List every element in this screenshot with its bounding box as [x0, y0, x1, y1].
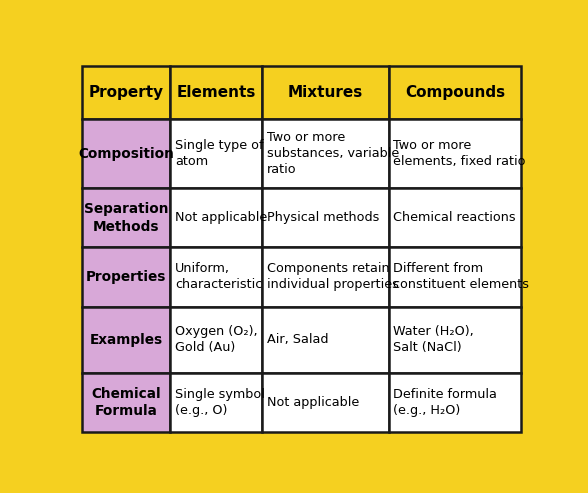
Bar [389, 247, 521, 307]
Text: Oxygen (O₂),
Gold (Au): Oxygen (O₂), Gold (Au) [175, 325, 258, 354]
Text: Not applicable: Not applicable [175, 211, 267, 224]
Text: Compounds: Compounds [405, 85, 505, 100]
Bar [171, 66, 262, 119]
Text: Chemical
Formula: Chemical Formula [91, 387, 161, 418]
Bar [82, 373, 171, 432]
Text: Physical methods: Physical methods [267, 211, 379, 224]
Bar [171, 247, 262, 307]
Bar [262, 373, 389, 432]
Text: Different from
constituent elements: Different from constituent elements [393, 262, 529, 291]
Text: Mixtures: Mixtures [288, 85, 363, 100]
Bar [82, 247, 171, 307]
Bar [82, 307, 171, 373]
Bar [389, 307, 521, 373]
Bar [262, 247, 389, 307]
Bar [262, 119, 389, 188]
Bar [171, 307, 262, 373]
Bar [262, 188, 389, 247]
Bar [389, 66, 521, 119]
Bar [389, 119, 521, 188]
Bar [171, 188, 262, 247]
Bar [389, 373, 521, 432]
Bar [171, 373, 262, 432]
Text: Elements: Elements [176, 85, 256, 100]
Text: Chemical reactions: Chemical reactions [393, 211, 516, 224]
Text: Separation
Methods: Separation Methods [83, 202, 168, 234]
Text: Composition: Composition [78, 146, 174, 161]
Text: Air, Salad: Air, Salad [267, 333, 328, 346]
Text: Single symbol
(e.g., O): Single symbol (e.g., O) [175, 388, 265, 417]
Text: Uniform,
characteristic: Uniform, characteristic [175, 262, 262, 291]
Text: Water (H₂O),
Salt (NaCl): Water (H₂O), Salt (NaCl) [393, 325, 474, 354]
Bar [262, 307, 389, 373]
Bar [82, 119, 171, 188]
Text: Examples: Examples [89, 333, 163, 347]
Text: Definite formula
(e.g., H₂O): Definite formula (e.g., H₂O) [393, 388, 497, 417]
Text: Not applicable: Not applicable [267, 396, 359, 409]
Bar [171, 119, 262, 188]
Text: Property: Property [88, 85, 163, 100]
Text: Components retain
individual properties: Components retain individual properties [267, 262, 399, 291]
Text: Properties: Properties [86, 270, 166, 284]
Text: Two or more
elements, fixed ratio: Two or more elements, fixed ratio [393, 139, 526, 168]
Bar [82, 66, 171, 119]
Bar [389, 188, 521, 247]
Bar [262, 66, 389, 119]
Bar [82, 188, 171, 247]
Text: Single type of
atom: Single type of atom [175, 139, 263, 168]
Text: Two or more
substances, variable
ratio: Two or more substances, variable ratio [267, 131, 399, 176]
